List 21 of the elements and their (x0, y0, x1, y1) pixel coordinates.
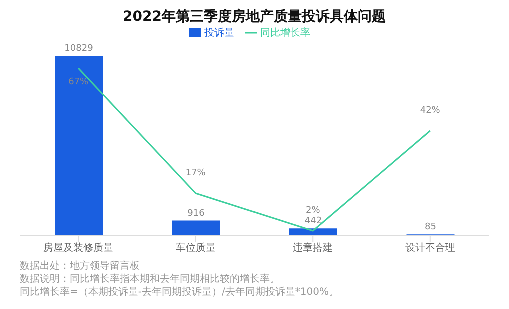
data-label: 2% (306, 206, 321, 216)
data-label: 10829 (64, 44, 94, 54)
x-tick-label: 房屋及装修质量 (44, 242, 114, 254)
x-tick-label: 违章搭建 (293, 242, 334, 254)
chart-title: 2022年第三季度房地产质量投诉具体问题 (122, 8, 387, 26)
text: 同比增长率=（本期投诉量-去年同期投诉量）/去年同期投诉量*100%。 (20, 286, 339, 299)
data-label: 916 (188, 208, 206, 219)
text: 数据说明：同比增长率指本期和去年同期相比较的增长率。 (20, 273, 281, 286)
x-tick-label: 设计不合理 (405, 242, 456, 254)
data-label: 42% (420, 106, 441, 116)
legend-label: 投诉量 (204, 28, 234, 39)
data-label: 17% (186, 168, 206, 178)
legend-label: 同比增长率 (260, 28, 310, 39)
text: 数据出处：地方领导留言板 (20, 260, 141, 273)
data-label: 67% (68, 78, 90, 88)
bar (172, 220, 220, 236)
data-label: 442 (304, 216, 322, 227)
bar (55, 56, 103, 236)
x-tick-label: 车位质量 (176, 242, 216, 254)
bar (290, 228, 338, 236)
data-label: 85 (425, 222, 436, 233)
